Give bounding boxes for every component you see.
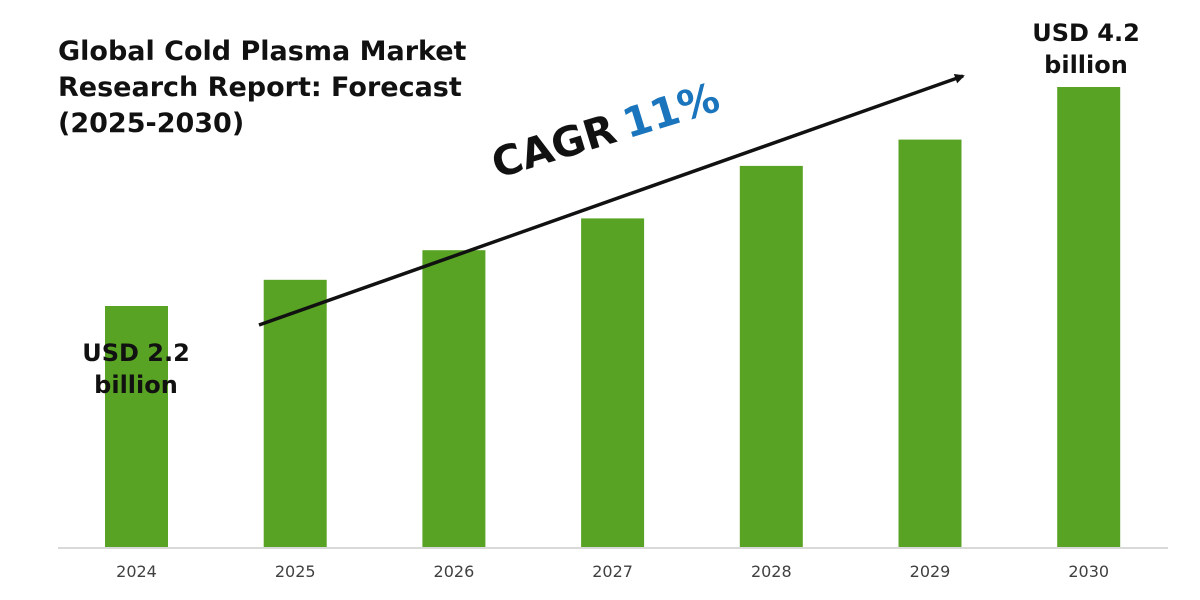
bar-2027 <box>581 218 645 547</box>
end-value-unit: billion <box>1044 51 1128 79</box>
x-tick-label-2029: 2029 <box>910 562 951 581</box>
x-tick-label-2030: 2030 <box>1068 562 1109 581</box>
x-tick-label-2024: 2024 <box>116 562 157 581</box>
chart-title: Global Cold Plasma Market Research Repor… <box>58 34 498 142</box>
start-value-unit: billion <box>94 371 178 399</box>
bar-2025 <box>263 279 327 547</box>
x-tick-label-2027: 2027 <box>592 562 633 581</box>
bar-2029 <box>898 139 962 547</box>
x-tick-label-2025: 2025 <box>275 562 316 581</box>
start-value-callout: USD 2.2 billion <box>70 337 202 401</box>
x-tick-labels-group: 2024 2025 2026 2027 2028 2029 2030 <box>116 562 1109 581</box>
end-value-callout: USD 4.2 billion <box>1022 17 1150 81</box>
bar-2024 <box>105 306 168 547</box>
chart-title-line-3: (2025-2030) <box>58 108 245 139</box>
x-tick-label-2026: 2026 <box>434 562 475 581</box>
bar-2028 <box>739 165 803 547</box>
end-value-amount: USD 4.2 <box>1032 19 1140 47</box>
growth-trend-arrow <box>258 73 965 327</box>
bars-group <box>105 87 1121 547</box>
bar-2026 <box>422 250 486 547</box>
chart-title-line-2: Research Report: Forecast <box>58 72 462 103</box>
chart-title-line-1: Global Cold Plasma Market <box>58 36 467 67</box>
start-value-amount: USD 2.2 <box>82 339 190 367</box>
x-tick-label-2028: 2028 <box>751 562 792 581</box>
bar-2030 <box>1057 87 1121 547</box>
